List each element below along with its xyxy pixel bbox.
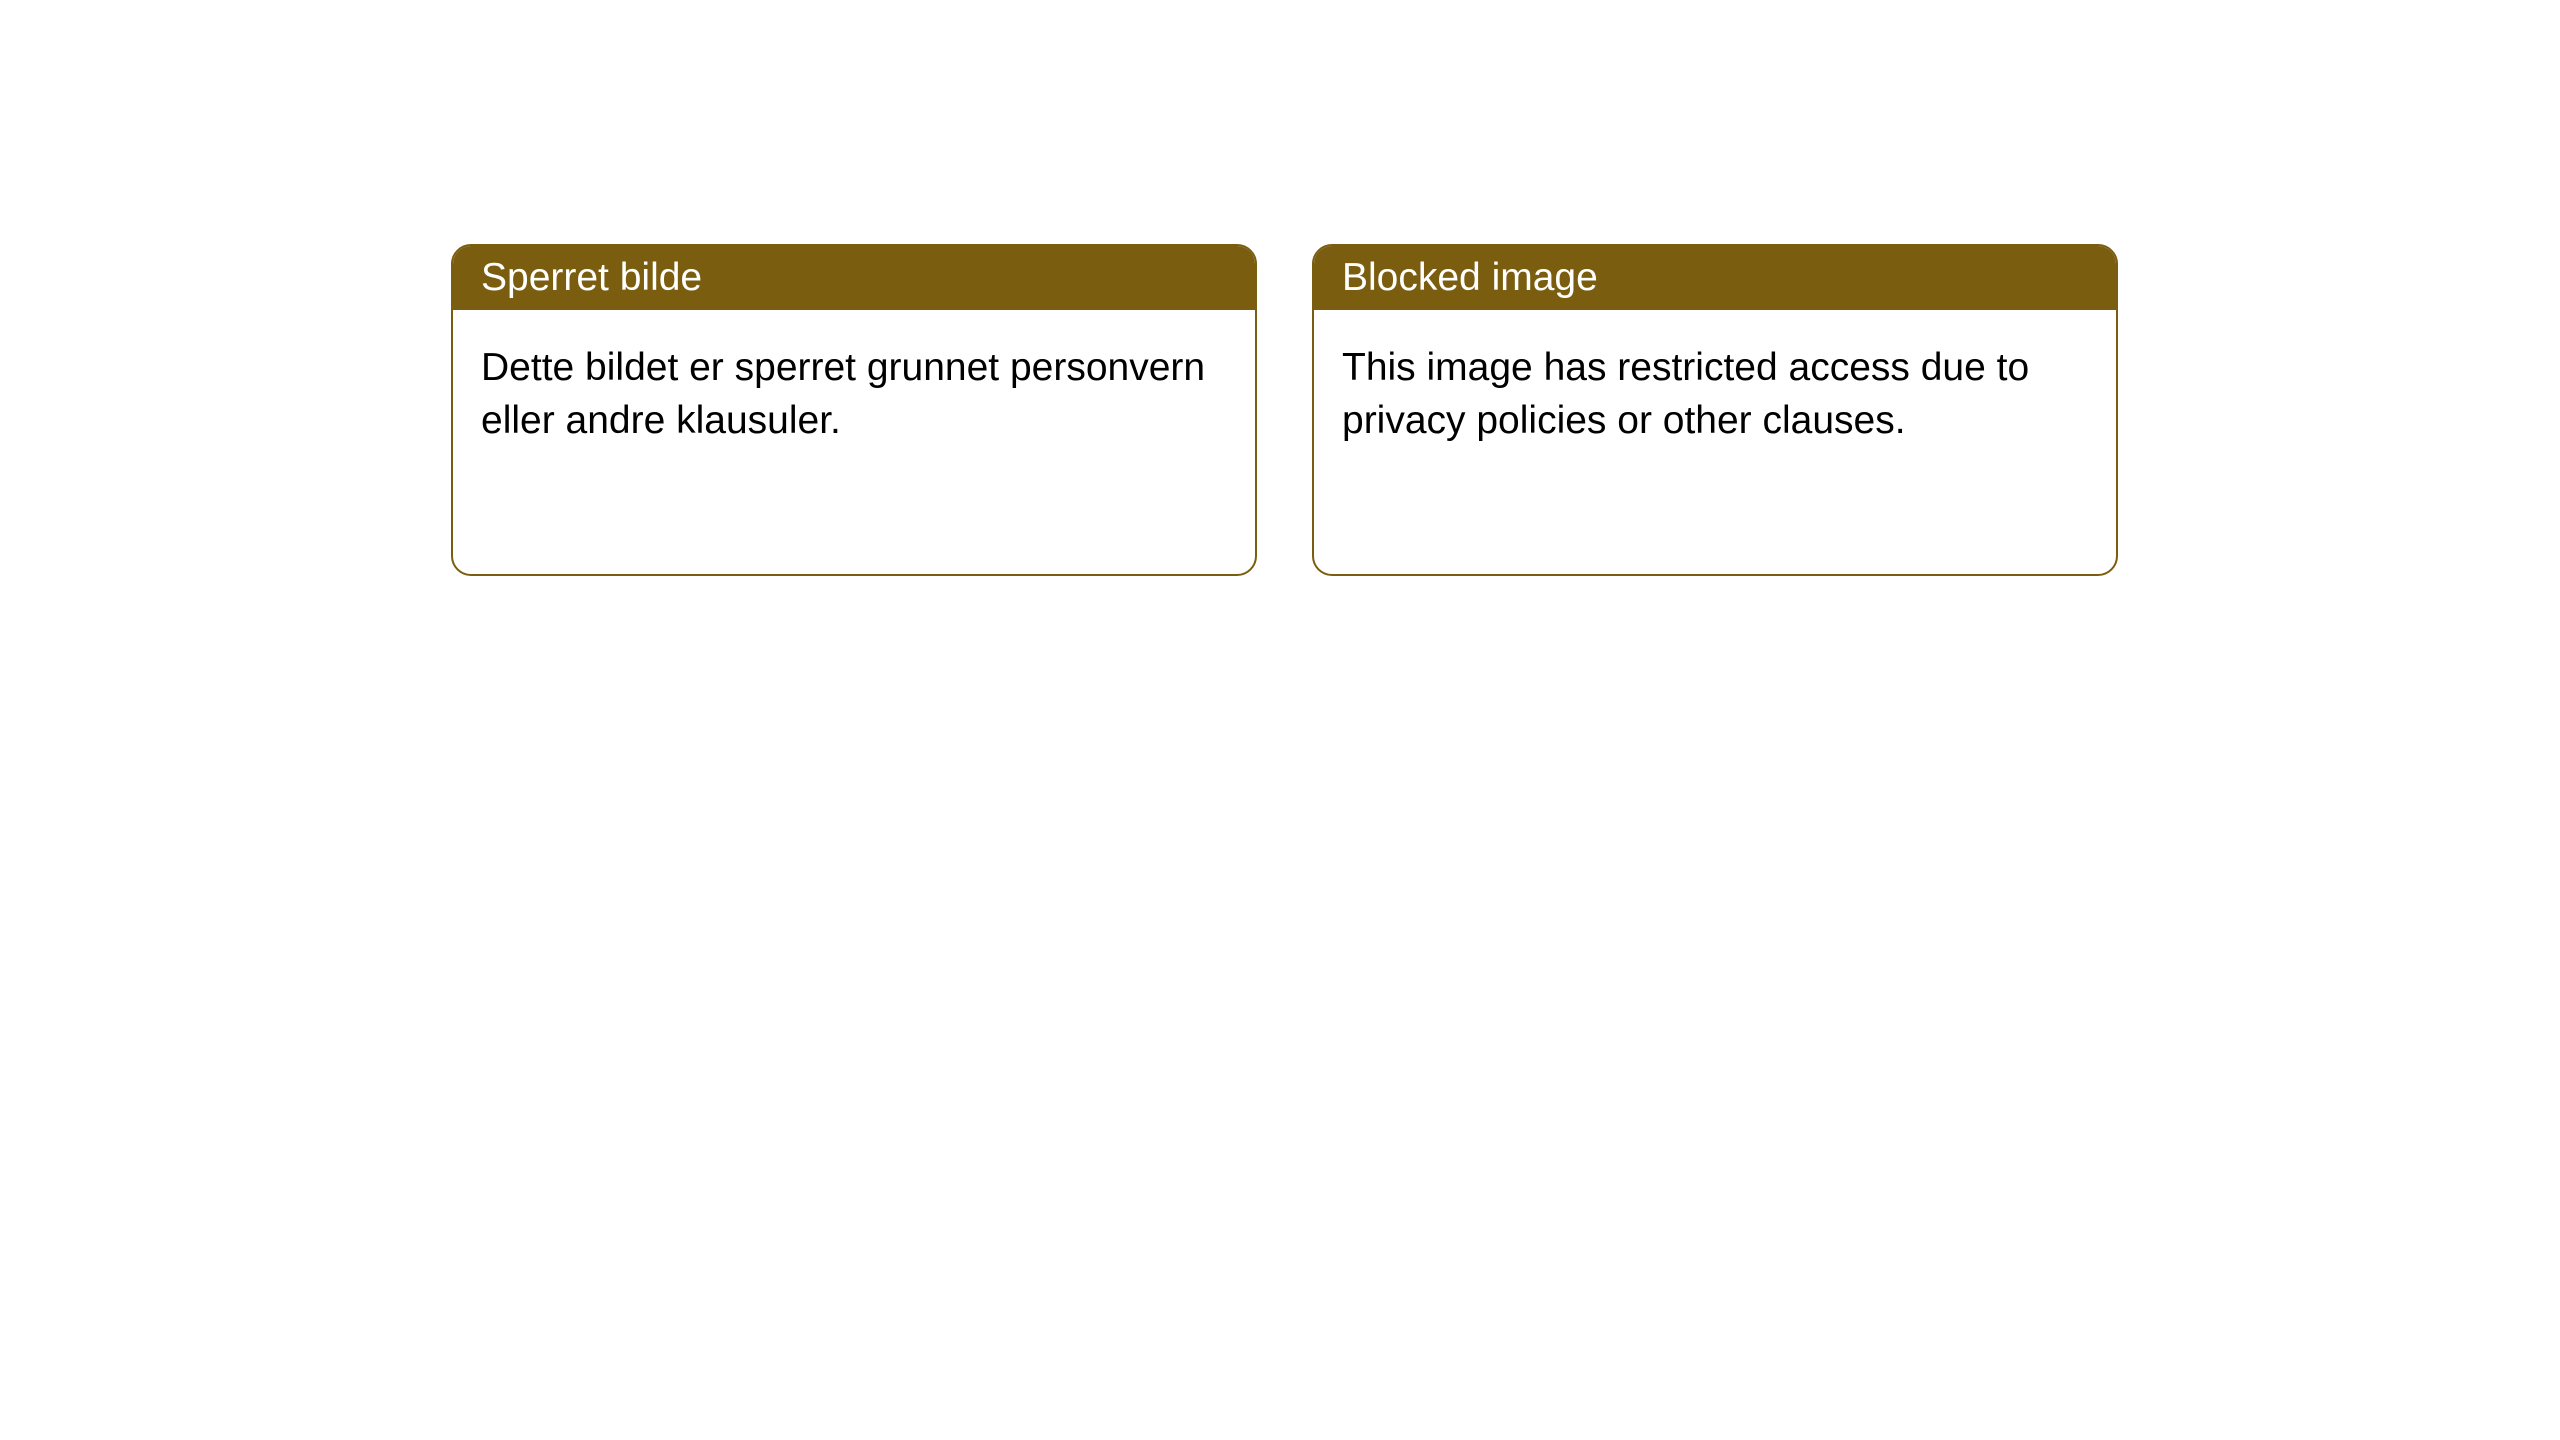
notice-card-english: Blocked image This image has restricted … — [1312, 244, 2118, 576]
card-message: Dette bildet er sperret grunnet personve… — [481, 346, 1205, 442]
card-title: Sperret bilde — [481, 256, 702, 299]
card-title: Blocked image — [1342, 256, 1598, 299]
card-body: Dette bildet er sperret grunnet personve… — [453, 310, 1255, 479]
notice-card-norwegian: Sperret bilde Dette bildet er sperret gr… — [451, 244, 1257, 576]
card-body: This image has restricted access due to … — [1314, 310, 2116, 479]
card-message: This image has restricted access due to … — [1342, 346, 2029, 442]
card-header: Blocked image — [1314, 246, 2116, 310]
notice-container: Sperret bilde Dette bildet er sperret gr… — [0, 0, 2560, 576]
card-header: Sperret bilde — [453, 246, 1255, 310]
